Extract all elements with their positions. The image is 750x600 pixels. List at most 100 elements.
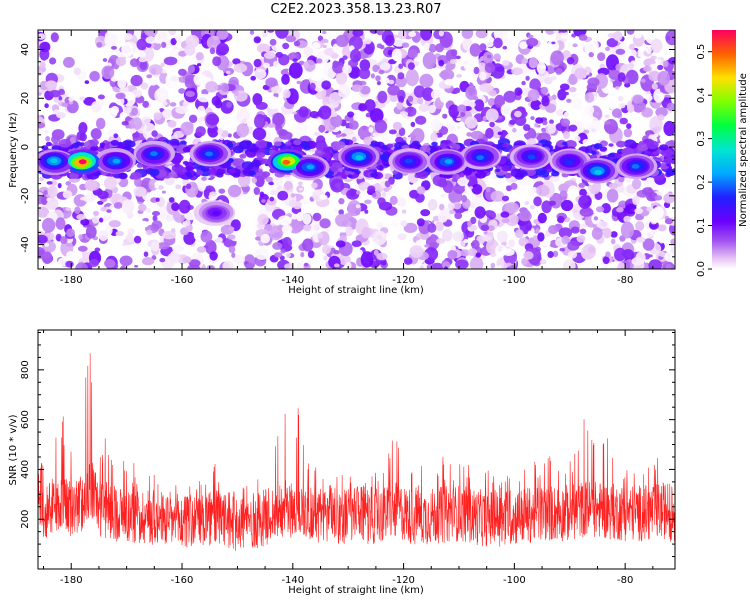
spectrogram-cell	[400, 220, 408, 227]
spectrogram-cell	[217, 127, 224, 135]
spectrogram-cell	[185, 183, 192, 189]
spectrogram-cell	[523, 124, 531, 131]
spectrogram-cell	[209, 191, 217, 197]
spectrogram-cell	[201, 120, 206, 125]
spectrogram-cell	[335, 34, 350, 48]
spectrogram-cell	[278, 129, 288, 136]
spectrogram-cell	[627, 103, 635, 113]
spectrogram-cell	[506, 262, 512, 267]
spectrogram-cell	[582, 139, 590, 146]
spectrogram-cell	[282, 42, 290, 50]
spectrogram-cell	[501, 218, 510, 224]
spectrogram-cell	[272, 242, 283, 250]
spectrogram-cell	[442, 229, 453, 242]
spectrogram-cell	[438, 59, 445, 67]
spectrogram-cell	[539, 259, 547, 265]
spectrogram-cell	[412, 140, 420, 147]
spectrogram-cell	[542, 120, 548, 126]
spectrogram-cell	[611, 108, 622, 118]
spectrogram-cell	[163, 56, 178, 66]
spectrogram-cell	[182, 146, 192, 153]
spectrogram-cell	[338, 209, 345, 216]
spectrogram-cell	[634, 33, 642, 39]
spectrogram-cell	[303, 61, 309, 69]
spectrogram-cell	[475, 30, 488, 39]
snr-x-ticks: -180 -160 -140 -120 -100 -80	[43, 330, 654, 586]
spectrogram-cell	[335, 240, 346, 248]
spectrogram-cell	[489, 89, 497, 97]
spectrogram-cell	[330, 114, 343, 128]
spectrogram-cell	[162, 230, 177, 240]
spectrogram-cell	[41, 145, 49, 151]
spectrogram-cell	[547, 39, 559, 54]
spectrogram-cell	[197, 63, 202, 67]
spectrogram-cell	[66, 228, 75, 237]
snr-x-tick-label: -80	[617, 575, 633, 586]
spectrogram-cell	[62, 190, 73, 199]
spectrogram-cell	[38, 33, 46, 40]
spectrogram-cell	[623, 128, 633, 138]
spectrogram-cell	[632, 195, 640, 205]
spectrogram-cell	[85, 225, 97, 239]
spectrogram-cell	[294, 123, 308, 137]
spectrogram-cell	[642, 238, 655, 251]
colorbar-tick-label: 0.5	[696, 44, 707, 60]
spectrogram-cell	[277, 215, 292, 226]
spectrogram-cell	[265, 77, 278, 88]
spectrogram-cell	[125, 233, 134, 243]
spectrogram-cell	[511, 67, 523, 76]
spectrogram-cell	[329, 111, 338, 117]
spectrogram-cell	[467, 248, 478, 257]
spectrogram-cell	[606, 188, 619, 203]
spectrogram-cell	[384, 77, 390, 84]
spectrogram-cell	[136, 163, 144, 168]
spectrogram-cell	[310, 69, 323, 82]
spectrogram-cell	[332, 60, 339, 69]
spectrogram-cell	[568, 73, 578, 85]
spectrogram-cell	[407, 62, 415, 70]
spectrogram-cell	[471, 184, 483, 195]
spectrogram-cell	[46, 181, 53, 185]
spectrogram-cell	[658, 235, 665, 244]
spectrogram-cell	[376, 43, 383, 49]
spectrogram-cell	[485, 36, 495, 48]
spectrogram-cell	[340, 133, 347, 137]
spectrogram-cell	[282, 236, 293, 249]
spectrogram-cell	[376, 55, 383, 62]
spectrogram-cell	[602, 227, 612, 239]
spectrogram-cell	[578, 34, 588, 41]
spectrogram-cell	[298, 187, 304, 191]
spectrogram-cell	[387, 85, 400, 96]
snr-x-tick-label: -140	[281, 575, 304, 586]
spectrogram-cell	[317, 118, 323, 125]
spectrogram-cell	[648, 259, 662, 269]
spectrogram-cell	[384, 34, 395, 47]
spectrogram-cell	[635, 221, 645, 231]
spectrogram-cell	[512, 127, 517, 133]
colorbar-tick-label: 0.0	[696, 261, 707, 277]
spectrogram-cell	[284, 181, 293, 190]
spectrogram-cell	[637, 48, 644, 58]
spectrogram-cell	[578, 182, 586, 188]
spectrogram-cell	[108, 220, 121, 228]
snr-y-tick-label: 400	[20, 460, 31, 479]
spectrogram-cell	[101, 132, 110, 142]
spectrogram-cell	[666, 163, 672, 167]
colorbar-tick-label: 0.4	[696, 87, 707, 103]
spectrogram-cell	[617, 95, 624, 102]
spectrogram-cell	[501, 143, 508, 148]
spectrogram-cell	[66, 251, 76, 260]
spectrogram-cell	[618, 176, 625, 183]
spectrogram-cell	[528, 34, 534, 39]
spectrogram-cell	[318, 105, 332, 120]
spectrogram-cell	[638, 132, 644, 138]
spectrogram-cell	[389, 195, 398, 205]
spectrogram-cell	[430, 132, 438, 142]
spectrogram-cell	[293, 139, 302, 146]
spectrogram-cell	[431, 141, 438, 147]
spectrogram-cell	[555, 67, 563, 75]
spectrogram-cell	[416, 186, 426, 195]
spectrogram-cell	[130, 171, 142, 180]
spectrogram-cell	[269, 196, 275, 202]
spectrogram-cell	[475, 170, 487, 179]
